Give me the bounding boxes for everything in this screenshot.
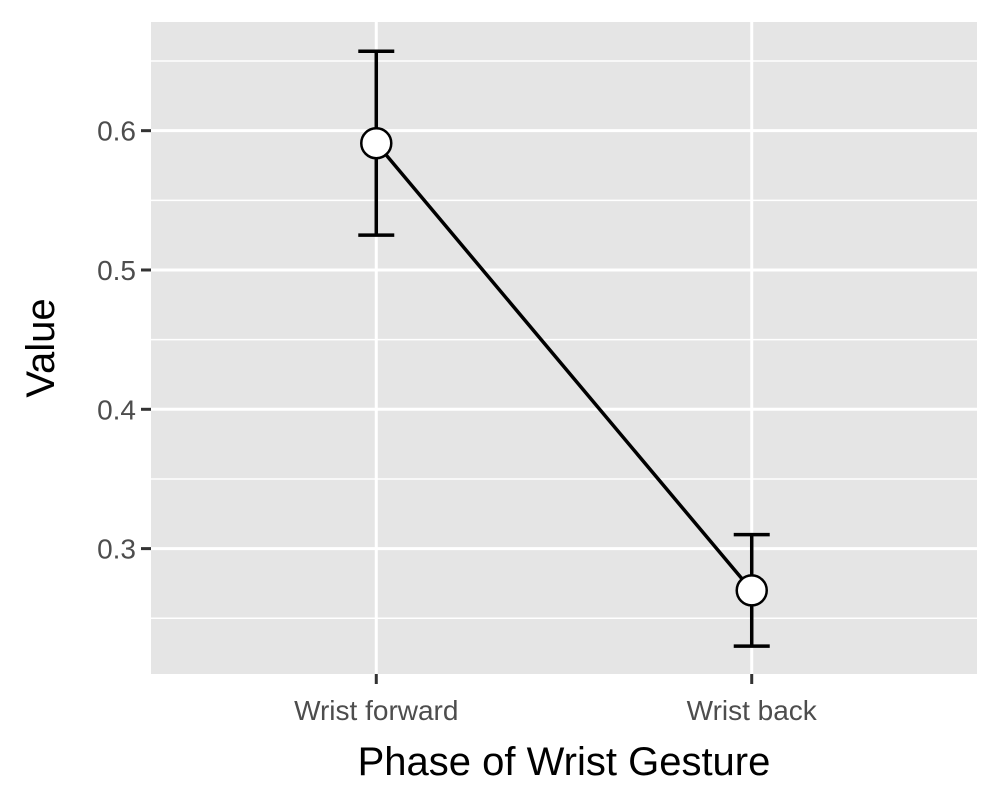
data-point [360,126,393,160]
axis-ticks [141,129,754,684]
y-tick-label: 0.4 [97,394,136,425]
data-point [735,574,768,607]
x-axis-title: Phase of Wrist Gesture [358,740,771,784]
y-tick-labels: 0.3 0.4 0.5 0.6 [97,116,136,565]
y-tick-label: 0.6 [97,116,136,147]
y-axis-title: Value [19,298,63,397]
x-tick-label: Wrist back [687,695,818,726]
grid-minor [151,60,977,620]
x-tick-label: Wrist forward [294,695,458,726]
series [358,49,770,648]
plot-panel [151,22,977,674]
series-line [374,142,754,592]
y-tick-label: 0.3 [97,534,136,565]
grid-major [151,22,977,674]
x-tick-labels: Wrist forward Wrist back [294,695,818,726]
y-tick-label: 0.5 [97,255,136,286]
